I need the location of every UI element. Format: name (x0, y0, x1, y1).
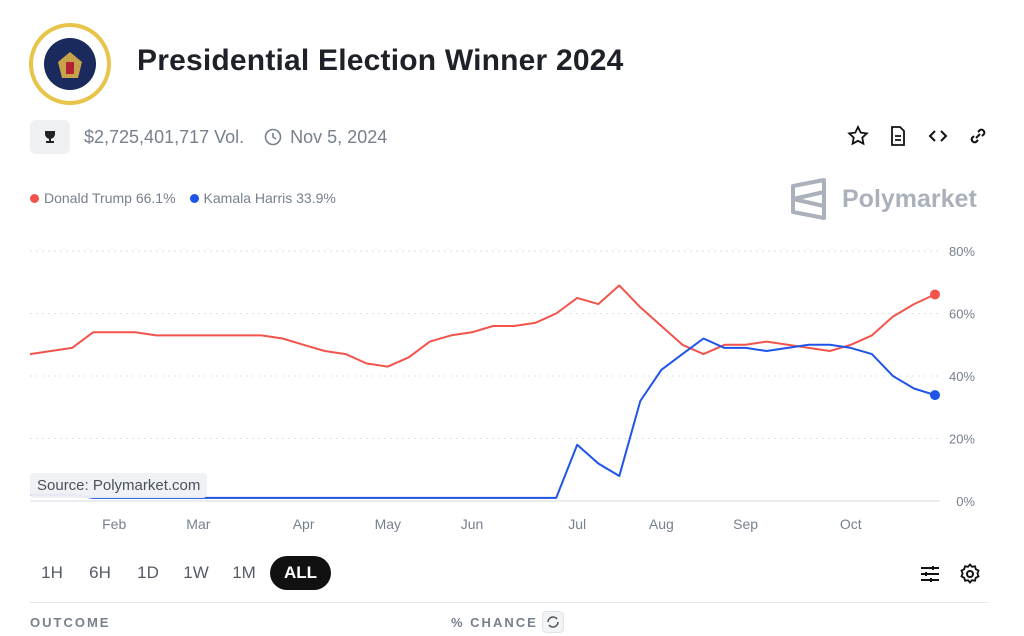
x-tick-label: Apr (293, 516, 315, 532)
legend-dot (189, 194, 199, 203)
link-button[interactable] (966, 124, 990, 148)
chart-tools (918, 562, 982, 586)
legend: Donald Trump 66.1% Kamala Harris 33.9% (30, 190, 336, 206)
star-button[interactable] (846, 124, 870, 148)
range-button[interactable]: 6H (89, 563, 111, 582)
legend-item: Donald Trump 66.1% (30, 190, 176, 206)
outcome-header: OUTCOME (30, 615, 111, 630)
legend-value: 66.1% (135, 190, 176, 206)
x-tick-label: Aug (649, 516, 674, 532)
x-tick-label: Mar (186, 516, 210, 532)
clock-icon (264, 128, 282, 146)
market-title: Presidential Election Winner 2024 (137, 44, 624, 77)
legend-name: Kamala Harris (203, 190, 293, 206)
refresh-button[interactable] (542, 611, 564, 633)
range-button[interactable]: 1H (41, 563, 63, 582)
seal-icon (29, 23, 111, 105)
series-line (29, 284, 936, 368)
brand: Polymarket (790, 178, 977, 220)
market-meta: $2,725,401,717 Vol. Nov 5, 2024 (30, 120, 387, 154)
trophy-icon (30, 120, 70, 154)
brand-name: Polymarket (842, 184, 977, 213)
end-dot (930, 289, 940, 300)
x-tick-label: Feb (102, 516, 126, 532)
end-dot (930, 390, 940, 401)
x-tick-label: Sep (733, 516, 758, 532)
range-button[interactable]: 1D (137, 563, 159, 582)
range-button[interactable]: ALL (270, 556, 332, 590)
y-tick-label: 40% (949, 369, 975, 384)
table-header: OUTCOME % CHANCE (30, 602, 988, 633)
end-date: Nov 5, 2024 (290, 126, 388, 147)
filter-button[interactable] (918, 562, 942, 586)
action-icons (846, 124, 990, 148)
x-tick-label: Oct (840, 516, 862, 532)
x-tick-label: Jun (461, 516, 484, 532)
settings-button[interactable] (958, 562, 982, 586)
x-tick-label: May (375, 516, 401, 532)
x-tick-label: Jul (568, 516, 586, 532)
document-button[interactable] (886, 124, 910, 148)
legend-value: 33.9% (296, 190, 336, 206)
range-button[interactable]: 1W (183, 563, 209, 582)
range-selector: 1H 6H 1D 1W 1M ALL (30, 556, 332, 590)
range-button[interactable]: 1M (232, 563, 256, 582)
legend-dot (30, 194, 39, 203)
y-tick-label: 60% (949, 307, 975, 322)
y-tick-label: 80% (949, 244, 975, 259)
legend-item: Kamala Harris 33.9% (189, 190, 336, 206)
chance-header: % CHANCE (451, 615, 538, 630)
brand-logo (791, 178, 826, 220)
source-badge: Source: Polymarket.com (30, 473, 208, 498)
embed-button[interactable] (926, 124, 950, 148)
volume: $2,725,401,717 Vol. (84, 126, 245, 147)
legend-name: Donald Trump (44, 190, 132, 206)
y-tick-label: 0% (956, 494, 975, 509)
y-tick-label: 20% (949, 432, 975, 447)
